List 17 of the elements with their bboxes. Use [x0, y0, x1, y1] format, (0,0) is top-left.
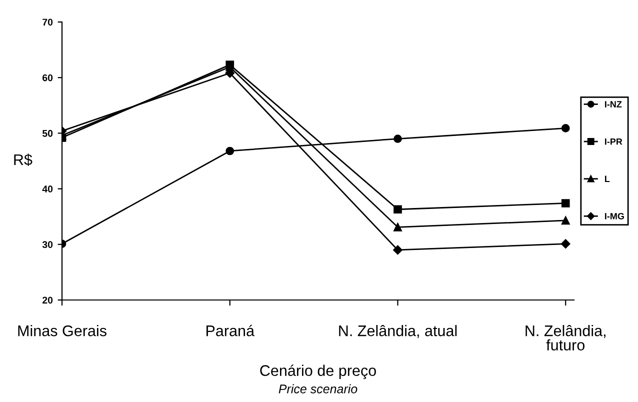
legend-label: L [605, 176, 610, 182]
text: Price scenario [278, 384, 358, 394]
legend-label: I-MG [605, 212, 624, 220]
y-tick-label: 70 [42, 18, 53, 26]
x-tick-label: Minas Gerais [18, 325, 106, 336]
x-tick-label: Paraná [206, 324, 254, 336]
x-axis-title: Cenário de preço [260, 364, 376, 380]
y-tick-label: 50 [42, 130, 53, 137]
y-tick-label: 20 [42, 296, 53, 304]
y-axis-title: R$ [14, 154, 32, 166]
y-tick-label: 60 [42, 74, 53, 82]
x-tick-label: N. Zelândia, futuro [526, 324, 606, 350]
x-tick-label: N. Zelândia, atual [339, 324, 457, 338]
y-tick-label: 30 [42, 241, 53, 248]
legend-label: I-NZ [605, 101, 622, 108]
legend-label: I-PR [605, 138, 622, 145]
y-tick-label: 40 [42, 186, 53, 192]
